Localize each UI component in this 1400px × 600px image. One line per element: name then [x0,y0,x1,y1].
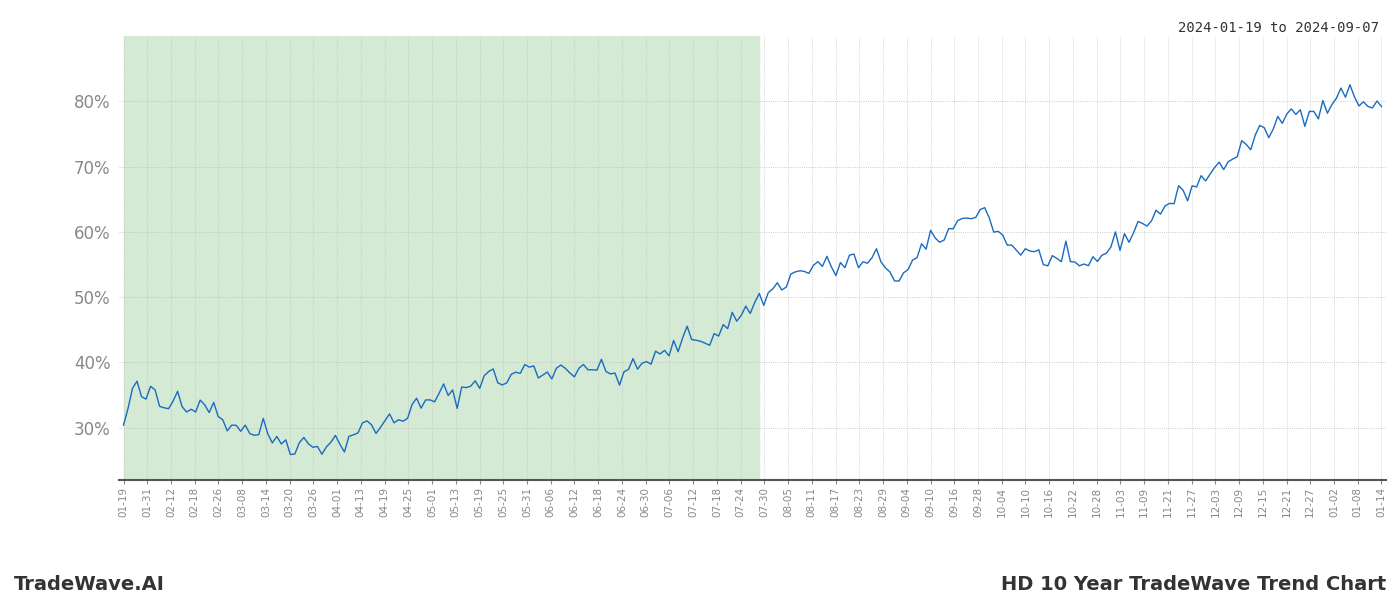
Text: 2024-01-19 to 2024-09-07: 2024-01-19 to 2024-09-07 [1177,21,1379,35]
Bar [123,36,759,480]
Text: HD 10 Year TradeWave Trend Chart: HD 10 Year TradeWave Trend Chart [1001,575,1386,594]
Text: TradeWave.AI: TradeWave.AI [14,575,165,594]
